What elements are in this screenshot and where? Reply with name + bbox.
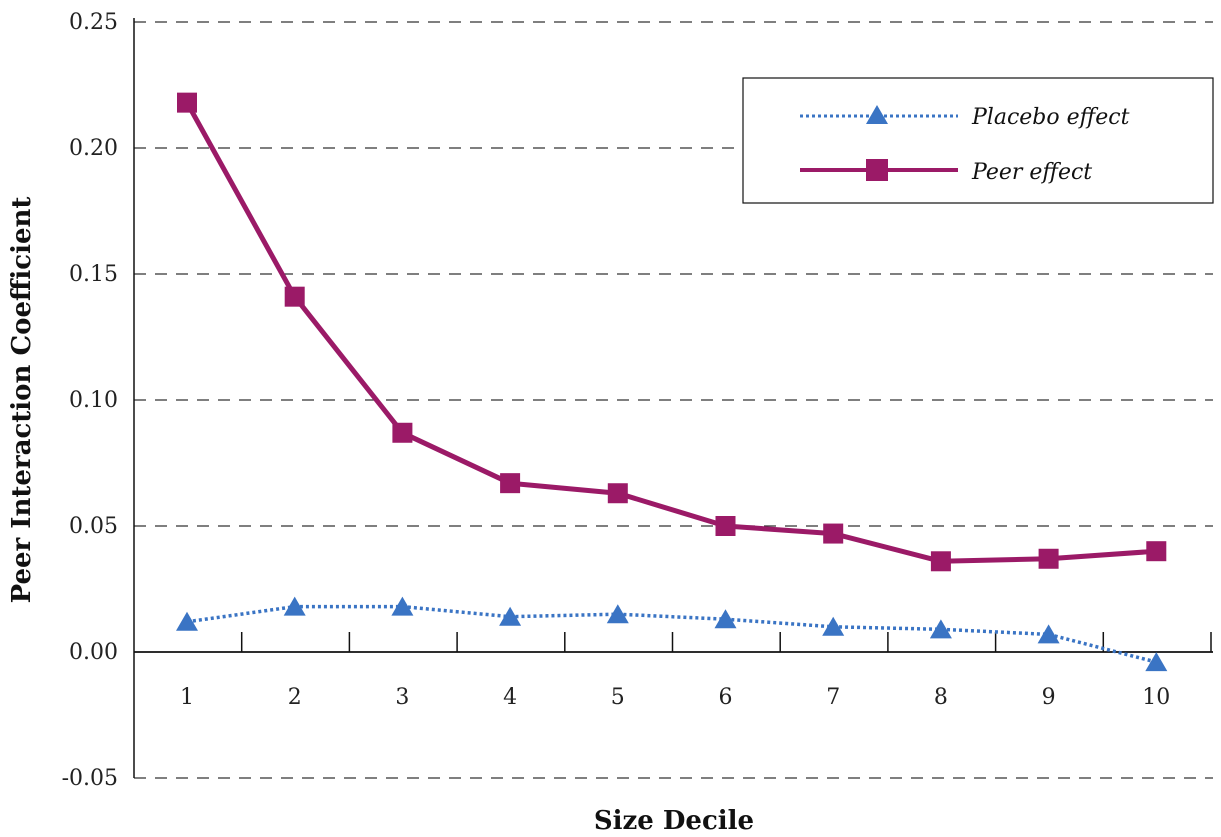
x-axis-title: Size Decile xyxy=(594,806,754,836)
x-tick-label: 5 xyxy=(611,685,625,710)
series-line xyxy=(184,101,1157,564)
legend-label-placebo: Placebo effect xyxy=(971,105,1130,130)
y-tick-label: 0.10 xyxy=(69,388,118,413)
data-point-triangle xyxy=(606,604,629,624)
data-point-square xyxy=(607,483,628,504)
x-tick-label: 9 xyxy=(1042,685,1056,710)
y-axis-title: Peer Interaction Coefficient xyxy=(7,197,37,604)
data-point-square xyxy=(1038,548,1059,569)
x-tick-label: 4 xyxy=(503,685,517,710)
y-tick-label: 0.05 xyxy=(69,514,118,539)
data-point-square xyxy=(930,551,951,572)
x-tick-label: 2 xyxy=(288,685,302,710)
x-tick-label: 8 xyxy=(934,685,948,710)
legend-placebo-marker xyxy=(866,105,888,124)
data-point-triangle xyxy=(822,616,845,636)
y-tick-label: -0.05 xyxy=(62,766,118,791)
x-tick-label: 3 xyxy=(395,685,409,710)
x-tick-label: 1 xyxy=(180,685,194,710)
x-tick-label: 6 xyxy=(719,685,733,710)
data-point-triangle xyxy=(1037,624,1060,644)
data-point-square xyxy=(177,92,197,113)
grid xyxy=(134,21,1213,779)
series-1 xyxy=(176,596,1168,672)
legend-peer-marker xyxy=(866,159,888,181)
data-point-triangle xyxy=(283,596,306,616)
data-point-square xyxy=(1146,541,1167,562)
y-tick-label: 0.00 xyxy=(69,640,118,665)
data-point-triangle xyxy=(499,606,522,626)
legend-box xyxy=(742,77,1214,204)
data-point-triangle xyxy=(714,609,737,629)
y-tick-label: 0.25 xyxy=(69,10,118,35)
y-tick-label: 0.15 xyxy=(69,262,118,287)
data-point-square xyxy=(715,516,736,536)
legend-label-peer: Peer effect xyxy=(971,160,1092,185)
data-point-triangle xyxy=(176,611,198,631)
series-2 xyxy=(177,92,1167,572)
series-layer xyxy=(176,92,1168,672)
data-point-square xyxy=(284,286,305,307)
data-point-square xyxy=(500,473,521,494)
x-tick-label: 7 xyxy=(826,685,840,710)
data-point-square xyxy=(823,523,844,544)
data-point-triangle xyxy=(1145,652,1168,672)
data-point-triangle xyxy=(929,619,952,639)
legend: Placebo effect Peer effect xyxy=(742,77,1214,204)
x-tick-label: 10 xyxy=(1142,685,1170,710)
series-line xyxy=(186,604,1157,664)
y-tick-label: 0.20 xyxy=(69,136,118,161)
data-point-square xyxy=(392,422,413,443)
axes: 0.25 0.20 0.15 0.10 0.05 0.00 -0.05 1 2 3 4 5 6 7 8 9 10 xyxy=(62,10,1213,791)
data-point-triangle xyxy=(391,596,414,616)
